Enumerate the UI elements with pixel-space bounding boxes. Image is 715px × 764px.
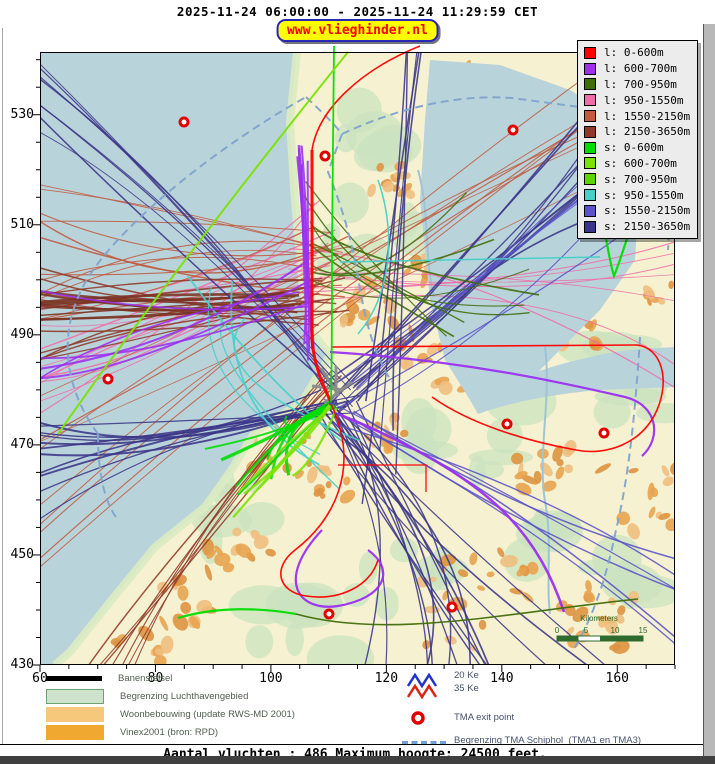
altitude-color-swatch <box>584 220 596 233</box>
x-tick-label: 120 <box>374 671 399 686</box>
woonbebouwing-swatch <box>46 706 104 722</box>
track-layer <box>40 52 675 665</box>
y-tick-label: 430 <box>10 657 34 672</box>
altitude-color-swatch <box>584 110 596 123</box>
window-right-edge[interactable] <box>703 24 715 756</box>
altitude-legend-item: l: 600-700m <box>584 61 697 77</box>
ke35-label: 35 Ke <box>454 683 479 694</box>
key-luchthavengebied: Begrenzing Luchthavengebied <box>46 688 295 704</box>
page-title: 2025-11-24 06:00:00 - 2025-11-24 11:29:5… <box>176 4 539 19</box>
window-bottom-bar <box>0 756 715 764</box>
altitude-legend-label: s: 700-950m <box>604 172 677 186</box>
map-key-left: Banenstelsel Begrenzing Luchthavengebied… <box>46 671 295 743</box>
vinex-swatch <box>46 724 104 740</box>
tma-exit-point-icon <box>411 711 425 725</box>
x-tick-label: 100 <box>259 671 283 686</box>
altitude-legend-item: s: 700-950m <box>584 171 697 187</box>
site-link-button[interactable]: www.vlieghinder.nl <box>276 19 439 42</box>
altitude-legend-label: l: 1550-2150m <box>604 109 691 123</box>
tma-exit-label: TMA exit point <box>454 712 515 723</box>
ke20-label: 20 Ke <box>454 670 479 681</box>
map-key-right: 20 Ke 35 Ke TMA exit point Begrenzing TM… <box>402 668 702 748</box>
exit-point-layer <box>102 116 610 620</box>
map-svg: Kilometers 0 5 10 15 <box>33 45 676 672</box>
altitude-legend-label: l: 0-600m <box>604 46 664 60</box>
altitude-legend-label: s: 2150-3650m <box>604 220 691 234</box>
axis-ticks <box>33 59 676 672</box>
altitude-color-swatch <box>584 141 596 154</box>
altitude-color-swatch <box>584 94 596 107</box>
x-tick-label: 60 <box>32 671 48 686</box>
ke-contour-icon <box>406 672 438 700</box>
svg-text:15: 15 <box>639 626 648 635</box>
y-tick-label: 470 <box>10 436 34 452</box>
y-tick-label: 510 <box>10 216 34 232</box>
svg-text:0: 0 <box>555 626 560 635</box>
altitude-legend-label: s: 1550-2150m <box>604 204 691 218</box>
tma-boundary-icon <box>402 741 446 744</box>
altitude-color-swatch <box>584 46 596 59</box>
altitude-color-swatch <box>584 157 596 170</box>
svg-text:5: 5 <box>584 626 589 635</box>
altitude-legend-label: l: 950-1550m <box>604 93 684 107</box>
tma-boundary-label: Begrenzing TMA Schiphol (TMA1 en TMA3) <box>454 735 642 746</box>
map-frame <box>40 52 675 665</box>
altitude-color-swatch <box>584 62 596 75</box>
airport-area-swatch <box>46 688 104 704</box>
ijmeer-band <box>470 347 675 414</box>
flight-map: Kilometers 0 5 10 15 <box>33 45 676 672</box>
altitude-legend-label: l: 2150-3650m <box>604 125 691 139</box>
altitude-legend-item: s: 1550-2150m <box>584 203 697 219</box>
altitude-legend: l: 0-600m l: 600-700m l: 700-950m l: 950-15… <box>577 40 698 239</box>
svg-text:Kilometers: Kilometers <box>580 614 618 623</box>
altitude-legend-label: s: 0-600m <box>604 141 664 155</box>
ke35-zigzag-icon <box>406 683 438 700</box>
river-vecht <box>541 346 551 615</box>
canal-north <box>417 169 435 298</box>
altitude-legend-item: l: 700-950m <box>584 77 697 93</box>
scale-bar: Kilometers 0 5 10 15 <box>555 614 648 642</box>
x-tick-label: 80 <box>147 671 164 686</box>
y-tick-label: 450 <box>10 546 34 562</box>
altitude-legend-item: s: 0-600m <box>584 140 697 156</box>
svg-text:10: 10 <box>611 626 620 635</box>
window-left-edge <box>2 28 3 744</box>
altitude-color-swatch <box>584 189 596 202</box>
altitude-legend-item: l: 1550-2150m <box>584 108 697 124</box>
y-tick-label: 530 <box>10 106 34 122</box>
altitude-color-swatch <box>584 204 596 217</box>
x-tick-label: 140 <box>490 671 514 686</box>
altitude-legend-label: l: 600-700m <box>604 62 677 76</box>
runway-swatch <box>46 675 102 681</box>
separator-line <box>0 744 711 745</box>
altitude-legend-item: l: 2150-3650m <box>584 124 697 140</box>
altitude-color-swatch <box>584 173 596 186</box>
key-banenstelsel: Banenstelsel <box>46 671 295 685</box>
altitude-legend-label: s: 600-700m <box>604 156 677 170</box>
altitude-legend-item: s: 950-1550m <box>584 187 697 203</box>
track-overflow-layer <box>57 45 421 435</box>
ke20-zigzag-icon <box>406 672 438 689</box>
altitude-color-swatch <box>584 78 596 91</box>
altitude-legend-item: s: 2150-3650m <box>584 219 697 235</box>
altitude-legend-label: l: 700-950m <box>604 77 677 91</box>
key-woonbebouwing: Woonbebouwing (update RWS-MD 2001) <box>46 706 295 722</box>
altitude-legend-item: l: 950-1550m <box>584 92 697 108</box>
altitude-legend-item: s: 600-700m <box>584 156 697 172</box>
x-tick-label: 160 <box>605 671 629 686</box>
y-tick-label: 490 <box>10 326 34 342</box>
altitude-color-swatch <box>584 125 596 138</box>
key-vinex: Vinex2001 (bron: RPD) <box>46 724 295 740</box>
altitude-legend-item: l: 0-600m <box>584 45 697 61</box>
altitude-legend-label: s: 950-1550m <box>604 188 684 202</box>
